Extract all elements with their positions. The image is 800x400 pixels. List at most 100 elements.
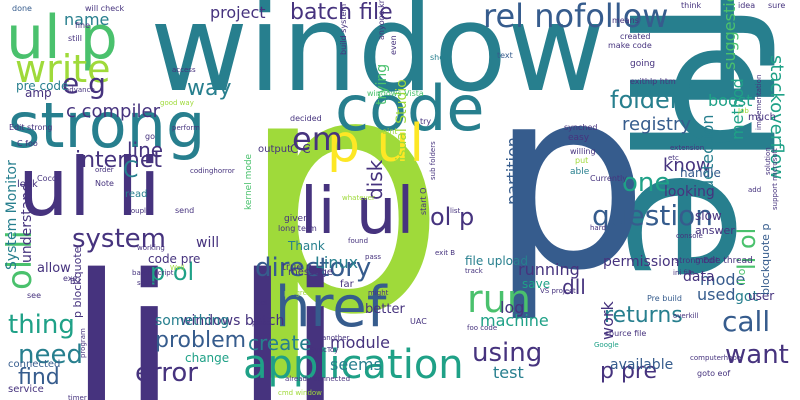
cloud-word: slow: [695, 209, 722, 223]
cloud-word: running: [518, 260, 580, 279]
cloud-word: windows Vista: [367, 89, 424, 98]
cloud-word: still: [68, 34, 82, 43]
cloud-word: far: [340, 279, 354, 290]
cloud-word: program: [79, 328, 87, 358]
cloud-word: p ul: [327, 114, 424, 174]
cloud-word: Currently: [590, 174, 628, 183]
cloud-word: good way: [160, 99, 194, 107]
cloud-word: blockquote p: [759, 223, 772, 295]
cloud-word: Pre build: [647, 294, 682, 303]
cloud-word: save: [522, 277, 551, 291]
cloud-word: code pre: [148, 252, 201, 266]
cloud-word: li ul: [300, 175, 415, 249]
cloud-word: text: [497, 51, 513, 60]
cloud-word: foo code: [467, 324, 498, 332]
cloud-word: available: [610, 357, 674, 373]
cloud-word: returns: [604, 303, 683, 328]
cloud-word: means: [612, 16, 639, 25]
cloud-word: long term: [278, 224, 317, 233]
cloud-word: much: [748, 112, 776, 123]
cloud-word: mode thread: [695, 256, 753, 266]
cloud-word: advance: [65, 86, 95, 94]
cloud-word: sub folders: [429, 141, 437, 180]
cloud-word: want: [725, 340, 789, 370]
cloud-word: output: [258, 144, 291, 155]
cloud-word: thing: [8, 310, 75, 340]
cloud-word: create: [248, 331, 312, 355]
cloud-word: willing: [570, 147, 596, 156]
cloud-word: cmd window: [278, 389, 322, 397]
cloud-word: found: [348, 237, 369, 245]
cloud-word: start O: [419, 187, 428, 215]
cloud-word: amp: [25, 86, 52, 100]
cloud-word: allow: [37, 261, 71, 276]
cloud-word: fine: [75, 21, 91, 30]
cloud-word: understand: [19, 182, 35, 263]
cloud-word: think: [681, 1, 702, 10]
cloud-word: codinghorror: [190, 167, 235, 175]
cloud-word: permission: [603, 254, 680, 270]
cloud-word: p ol: [150, 258, 195, 286]
cloud-word: e: [665, 0, 764, 178]
cloud-word: application: [243, 342, 464, 388]
cloud-word: C: [123, 158, 139, 183]
cloud-word: exit B: [435, 249, 456, 257]
cloud-word: hard: [590, 224, 606, 232]
cloud-word: way: [187, 76, 232, 101]
cloud-word: exe: [63, 274, 78, 283]
cloud-word: connected: [8, 359, 61, 370]
cloud-word: strong Edit: [675, 256, 719, 265]
cloud-word: created: [620, 32, 651, 41]
cloud-word: given: [284, 214, 309, 224]
cloud-word: look: [17, 179, 38, 190]
cloud-word: mode: [700, 270, 746, 289]
cloud-word: solution: [764, 147, 772, 175]
cloud-word: another: [322, 334, 350, 342]
cloud-word: better: [365, 302, 405, 317]
cloud-word: anyone know: [377, 0, 386, 40]
cloud-word: perform: [172, 124, 200, 132]
cloud-word: trying: [374, 63, 390, 105]
cloud-word: list: [450, 207, 461, 215]
cloud-word: will: [196, 235, 220, 251]
cloud-word: idea: [738, 1, 756, 10]
cloud-word: Well: [170, 264, 185, 272]
cloud-word: place: [252, 319, 271, 327]
cloud-word: window: [150, 0, 606, 119]
cloud-word: p pre: [600, 359, 658, 384]
cloud-word: VS project: [540, 287, 576, 295]
cloud-word: going: [630, 59, 656, 69]
cloud-word: put: [575, 156, 589, 165]
cloud-word: Job: [738, 107, 749, 115]
cloud-word: exithlp htm: [630, 77, 676, 86]
cloud-word: line: [127, 138, 164, 162]
cloud-word: used: [697, 285, 736, 304]
cloud-word: timer: [68, 394, 87, 400]
cloud-word: li ol: [735, 265, 748, 285]
cloud-word: add: [748, 186, 762, 194]
cloud-word: problem: [155, 328, 247, 353]
cloud-word: sure: [768, 1, 786, 10]
cloud-word: data: [683, 269, 715, 285]
cloud-word: internet: [75, 148, 162, 173]
cloud-word: log: [500, 298, 525, 317]
cloud-word: run: [467, 277, 531, 321]
cloud-word: module: [330, 333, 390, 352]
cloud-word: one: [622, 168, 671, 198]
cloud-word: test: [493, 363, 524, 382]
cloud-word: even: [389, 35, 398, 55]
cloud-word: pre code: [16, 79, 69, 93]
cloud-word: looking: [664, 184, 715, 200]
cloud-word: change: [185, 351, 230, 365]
cloud-word: shell: [430, 53, 449, 62]
cloud-word: error: [135, 358, 198, 388]
cloud-word: dll: [562, 275, 586, 299]
cloud-word: name: [64, 10, 110, 29]
cloud-word: see: [27, 291, 42, 300]
cloud-word: partition: [503, 137, 522, 205]
cloud-word: progress: [284, 289, 315, 297]
cloud-word: synched: [564, 123, 598, 132]
cloud-word: C C: [290, 142, 311, 156]
cloud-word: write: [15, 47, 111, 91]
